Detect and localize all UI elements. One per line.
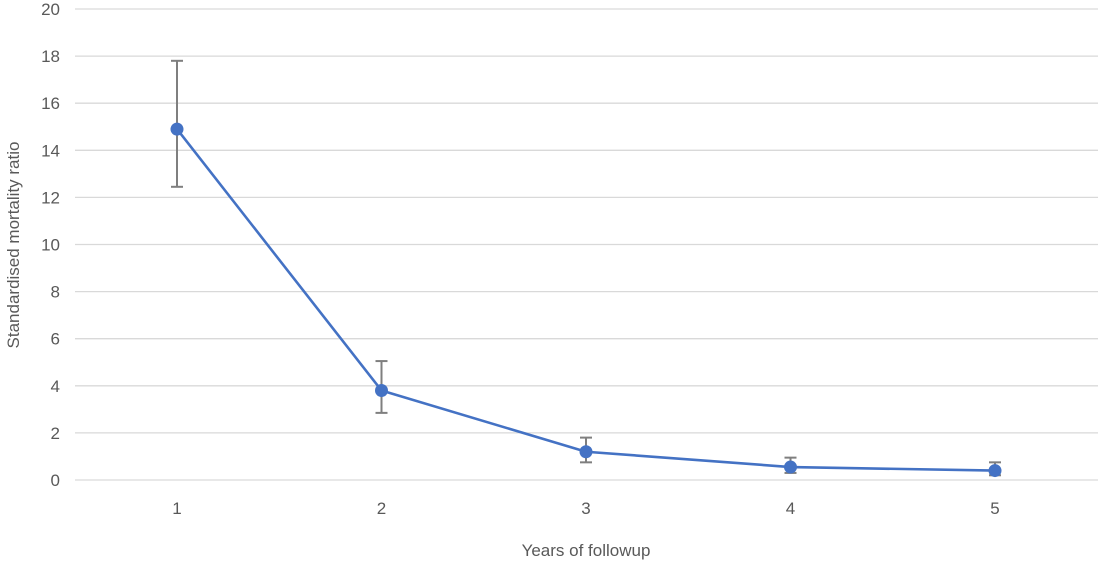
data-point bbox=[579, 445, 593, 459]
y-tick-label: 4 bbox=[51, 377, 60, 396]
y-tick-label: 2 bbox=[51, 424, 60, 443]
x-axis-title: Years of followup bbox=[522, 541, 651, 560]
y-tick-label: 16 bbox=[41, 94, 60, 113]
x-axis-ticks: 1 2 3 4 5 bbox=[172, 499, 999, 518]
data-point bbox=[170, 122, 184, 136]
y-tick-label: 10 bbox=[41, 236, 60, 255]
data-point bbox=[988, 464, 1002, 478]
series-line bbox=[175, 128, 996, 472]
data-point bbox=[784, 460, 797, 474]
y-tick-label: 20 bbox=[41, 0, 60, 19]
gridlines bbox=[75, 8, 1098, 481]
y-tick-label: 0 bbox=[51, 471, 60, 490]
y-tick-label: 14 bbox=[41, 141, 60, 160]
y-tick-label: 6 bbox=[51, 330, 60, 349]
data-point bbox=[375, 384, 388, 398]
data-points bbox=[170, 122, 1002, 478]
y-tick-label: 12 bbox=[41, 188, 60, 207]
x-tick-label: 5 bbox=[990, 499, 999, 518]
x-tick-label: 2 bbox=[377, 499, 386, 518]
x-tick-label: 3 bbox=[581, 499, 590, 518]
x-tick-label: 1 bbox=[172, 499, 181, 518]
error-bars bbox=[171, 59, 1001, 477]
y-tick-label: 18 bbox=[41, 47, 60, 66]
y-axis-ticks: 0 2 4 6 8 10 12 14 16 18 20 bbox=[41, 0, 60, 490]
y-tick-label: 8 bbox=[51, 283, 60, 302]
series-lines bbox=[175, 128, 996, 472]
x-tick-label: 4 bbox=[786, 499, 795, 518]
y-axis-title: Standardised mortality ratio bbox=[4, 142, 23, 349]
